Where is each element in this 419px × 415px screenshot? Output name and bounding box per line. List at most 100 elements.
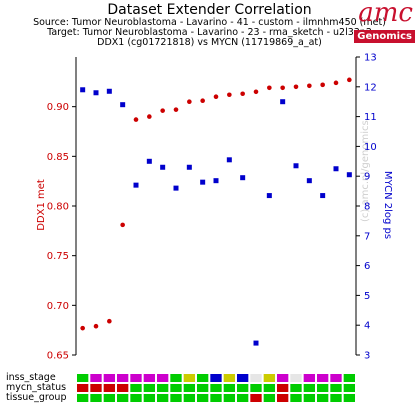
track-cell (250, 384, 262, 392)
track-cell (237, 374, 249, 382)
track-cell (330, 374, 342, 382)
target-dataset-line: Target: Tumor Neuroblastoma - Lavarino -… (47, 27, 372, 38)
left-tick-label: 0.85 (47, 152, 69, 163)
track-cell (250, 374, 262, 382)
left-tick-label: 0.75 (47, 251, 69, 262)
track-cell (183, 394, 195, 402)
track-cell (290, 384, 302, 392)
track-cell (263, 374, 275, 382)
left-y-axis: 0.65 0.70 0.75 0.80 0.85 0.90 (47, 102, 76, 362)
mycn-point (186, 164, 192, 170)
track-cell (157, 374, 169, 382)
left-tick-label: 0.65 (47, 351, 69, 362)
mycn-point (333, 166, 339, 172)
track-cell (170, 374, 182, 382)
track-cell (117, 394, 129, 402)
ddx1-point (307, 83, 312, 89)
track-cell (103, 384, 115, 392)
mycn-point (133, 182, 139, 188)
right-tick-label: 7 (364, 231, 370, 242)
right-tick-label: 3 (364, 351, 370, 362)
right-tick-label: 6 (364, 261, 370, 272)
ddx1-point (293, 84, 299, 90)
track-cell (317, 374, 329, 382)
track-cell (170, 384, 182, 392)
track-cell (90, 394, 102, 402)
mycn-point (173, 185, 179, 191)
track-cell (143, 394, 155, 402)
ddx1-point (280, 85, 285, 91)
track-cell (103, 374, 115, 382)
track-cell (170, 394, 182, 402)
ddx1-point (133, 117, 139, 122)
mycn-point (213, 178, 219, 184)
ddx1-point (267, 85, 272, 91)
right-tick-label: 5 (364, 291, 370, 302)
track-label-inss-stage: inss_stage (6, 372, 56, 383)
track-cell (290, 374, 302, 382)
right-y-axis-label: MYCN 2log ps (382, 171, 393, 239)
track-cell (303, 374, 315, 382)
track-cell (277, 374, 289, 382)
logo-amc-text: amc (358, 0, 413, 28)
track-cell (157, 384, 169, 392)
mycn-point (240, 175, 246, 181)
track-cell (183, 384, 195, 392)
track-label-tissue-group: tissue_group (6, 392, 67, 403)
ddx1-point (227, 92, 232, 98)
track-cell (103, 394, 115, 402)
track-cell (90, 384, 102, 392)
mycn-point (266, 193, 272, 199)
track-cell (317, 394, 329, 402)
track-cell (210, 384, 222, 392)
ddx1-point (120, 222, 125, 228)
track-cell (223, 394, 235, 402)
right-y-axis: 3 4 5 6 7 8 9 10 11 12 13 (356, 53, 377, 362)
mycn-point (106, 88, 112, 94)
right-tick-label: 4 (364, 321, 370, 332)
logo-genomics-text: Genomics (354, 30, 415, 43)
ddx1-point (93, 323, 99, 329)
left-tick-label: 0.80 (47, 202, 69, 213)
track-cell (250, 394, 262, 402)
annotation-tracks (77, 374, 355, 402)
track-cell (143, 374, 155, 382)
track-cell (343, 384, 355, 392)
track-cell (197, 394, 209, 402)
track-cell (117, 374, 129, 382)
track-cell (143, 384, 155, 392)
track-cell (197, 384, 209, 392)
track-cell (263, 394, 275, 402)
ddx1-point (253, 89, 259, 95)
mycn-point (200, 179, 206, 185)
track-cell (117, 384, 129, 392)
track-cell (210, 394, 222, 402)
track-cell (330, 394, 342, 402)
mycn-point (120, 102, 126, 108)
track-cell (330, 384, 342, 392)
track-cell (290, 394, 302, 402)
ddx1-point (213, 94, 219, 100)
mycn-point (226, 157, 232, 163)
ddx1-point (240, 91, 245, 97)
mycn-point (280, 99, 286, 105)
mycn-point (346, 172, 352, 178)
track-cell (343, 374, 355, 382)
probe-comparison-line: DDX1 (cg01721818) vs MYCN (11719869_a_at… (97, 37, 322, 48)
amc-genomics-logo: amc Genomics (354, 0, 415, 46)
right-tick-label: 11 (364, 112, 377, 123)
mycn-point (93, 90, 99, 96)
track-cell (277, 384, 289, 392)
track-cell (90, 374, 102, 382)
track-cell (130, 384, 142, 392)
ddx1-point (200, 98, 205, 104)
track-cell (303, 384, 315, 392)
track-cell (130, 374, 142, 382)
track-cell (317, 384, 329, 392)
ddx1-point (347, 77, 352, 83)
track-label-mycn-status: mycn_status (6, 382, 67, 393)
mycn-point (160, 164, 166, 170)
right-tick-label: 13 (364, 53, 377, 64)
track-cell (197, 374, 209, 382)
